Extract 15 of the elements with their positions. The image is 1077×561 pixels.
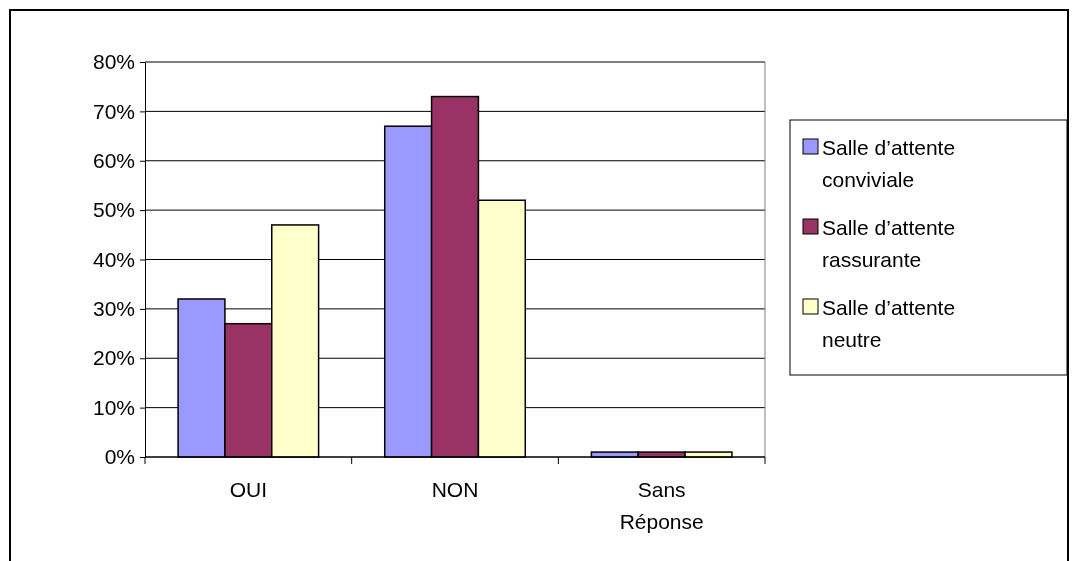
y-tick-label: 50% [92,198,135,222]
y-tick-label: 30% [92,297,135,321]
y-tick-label: 80% [92,50,135,74]
x-tick-label: OUI [229,478,268,501]
legend-label: Salle d’attente conviviale [822,136,956,191]
legend-label: Salle d’attente neutre [822,296,956,351]
y-tick-label: 0% [104,445,135,469]
y-tick-label: 10% [92,395,135,419]
y-tick-label: 60% [92,148,135,172]
legend-label: Salle d’attente rassurante [822,216,956,271]
y-tick-label: 20% [92,346,135,370]
x-tick-label: NON [431,478,479,501]
y-tick-label: 40% [92,247,135,271]
y-tick-label: 70% [92,99,135,123]
x-tick-label: Sans Réponse [619,478,704,533]
